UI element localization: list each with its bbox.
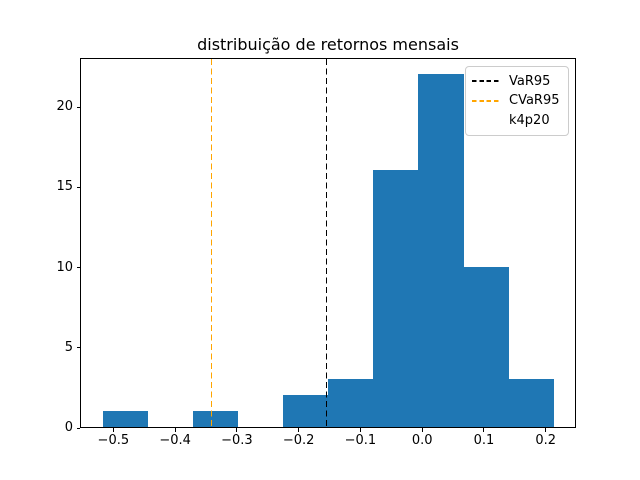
cvar95-dashed-line-icon [472,99,500,102]
var95-line [325,58,328,427]
x-tick-mark [236,428,238,432]
legend-item-var95: VaR95 [472,72,562,92]
x-tick-label: 0.1 [473,433,495,448]
histogram-bar [283,394,329,427]
x-tick-mark [174,428,176,432]
y-tick-label: 0 [64,420,73,435]
y-tick-mark [76,427,80,429]
y-tick-mark [76,267,80,269]
y-tick-mark [76,106,80,108]
histogram-bar [508,378,554,427]
legend-item-cvar95: CVaR95 [472,91,562,111]
y-tick-label: 15 [56,179,73,195]
histogram-bar [193,410,239,427]
y-tick-mark [76,347,80,349]
x-tick-mark [545,428,547,432]
legend-label: CVaR95 [509,93,560,109]
cvar95-line [210,58,213,427]
y-tick-mark [76,186,80,188]
y-tick-label: 20 [56,99,73,115]
legend-item-k4p20: k4p20 [472,111,562,131]
histogram-bar [373,170,419,427]
legend-label: VaR95 [509,73,551,89]
x-tick-label: −0.5 [97,433,130,448]
var95-dashed-line-icon [472,80,500,83]
x-tick-label: −0.4 [159,433,191,448]
histogram-bar [463,266,509,427]
histogram-bar [328,378,374,427]
x-tick-mark [483,428,485,432]
legend-label: k4p20 [509,112,550,128]
legend-empty-handle [472,119,500,121]
x-tick-label: −0.1 [344,433,377,448]
y-tick-label: 10 [56,259,73,275]
x-tick-label: −0.3 [221,433,253,448]
x-tick-mark [298,428,300,432]
y-tick-label: 5 [64,339,73,355]
legend: VaR95 CVaR95 k4p20 [465,65,569,136]
x-tick-label: 0.0 [411,433,433,448]
x-tick-label: −0.2 [282,433,315,448]
x-tick-mark [112,428,114,432]
x-tick-label: 0.2 [535,433,557,448]
histogram-bar [418,74,464,427]
x-tick-mark [421,428,423,432]
plot-area: VaR95 CVaR95 k4p20 [80,57,576,428]
histogram-bar [102,410,148,427]
x-tick-mark [359,428,361,432]
chart-title: distribuição de retornos mensais [197,35,459,54]
